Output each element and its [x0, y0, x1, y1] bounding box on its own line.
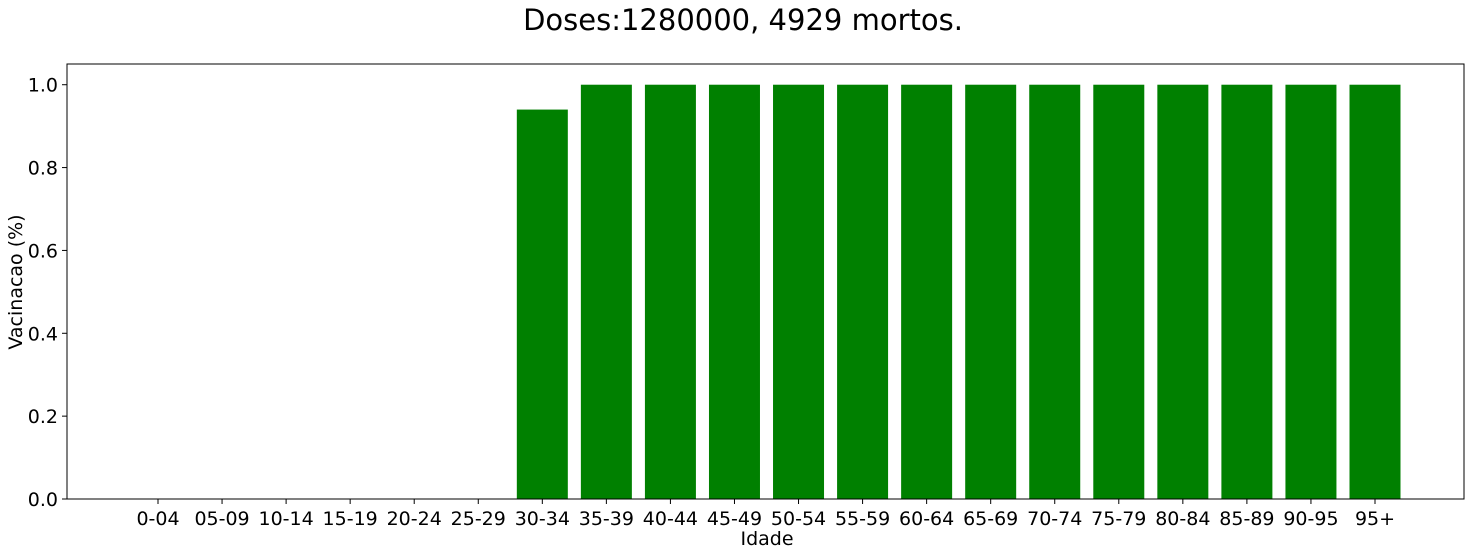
x-tick-label: 60-64: [899, 508, 954, 530]
x-tick-label: 30-34: [515, 508, 570, 530]
x-tick-label: 35-39: [579, 508, 634, 530]
x-tick-label: 05-09: [194, 508, 249, 530]
x-tick-label: 80-84: [1155, 508, 1210, 530]
x-tick-label: 50-54: [771, 508, 826, 530]
x-tick-label: 70-74: [1027, 508, 1082, 530]
bar-60-64: [901, 84, 953, 499]
bar-50-54: [773, 84, 825, 499]
bar-35-39: [580, 84, 632, 499]
bar-95+: [1349, 84, 1401, 499]
x-tick-label: 75-79: [1091, 508, 1146, 530]
bar-55-59: [837, 84, 889, 499]
bar-80-84: [1157, 84, 1209, 499]
y-tick-label: 0.6: [28, 240, 58, 262]
y-tick-label: 0.8: [28, 158, 58, 180]
x-tick-label: 0-04: [136, 508, 179, 530]
y-tick-label: 1.0: [28, 75, 58, 97]
bar-75-79: [1093, 84, 1145, 499]
bar-90-95: [1285, 84, 1337, 499]
x-tick-label: 10-14: [258, 508, 313, 530]
x-tick-label: 55-59: [835, 508, 890, 530]
x-tick-label: 25-29: [451, 508, 506, 530]
bars-group: [516, 84, 1401, 500]
x-tick-label: 15-19: [323, 508, 378, 530]
bar-65-69: [965, 84, 1017, 499]
x-tick-label: 40-44: [643, 508, 698, 530]
x-tick-label: 45-49: [707, 508, 762, 530]
y-ticks-group: 0.0 0.2 0.4 0.6 0.8 1.0: [28, 75, 67, 511]
chart-title: Doses:1280000, 4929 mortos.: [523, 3, 963, 37]
y-axis-title: Vacinacao (%): [5, 214, 27, 349]
y-tick-label: 0.4: [28, 323, 58, 345]
y-tick-label: 0.0: [28, 489, 58, 511]
bar-70-74: [1029, 84, 1081, 499]
x-tick-label: 95+: [1355, 508, 1395, 530]
plot-frame: [66, 63, 1465, 500]
x-axis-title: Idade: [740, 528, 793, 550]
x-tick-label: 90-95: [1283, 508, 1338, 530]
y-tick-label: 0.2: [28, 406, 58, 428]
bar-45-49: [708, 84, 760, 499]
bar-40-44: [644, 84, 696, 499]
bar-30-34: [516, 109, 568, 500]
x-tick-label: 85-89: [1219, 508, 1274, 530]
x-ticks-group: 0-04 05-09 10-14 15-19 20-24 25-29 30-34 35-39 4…: [136, 499, 1395, 530]
bar-85-89: [1221, 84, 1273, 499]
x-tick-label: 65-69: [963, 508, 1018, 530]
x-tick-label: 20-24: [387, 508, 442, 530]
